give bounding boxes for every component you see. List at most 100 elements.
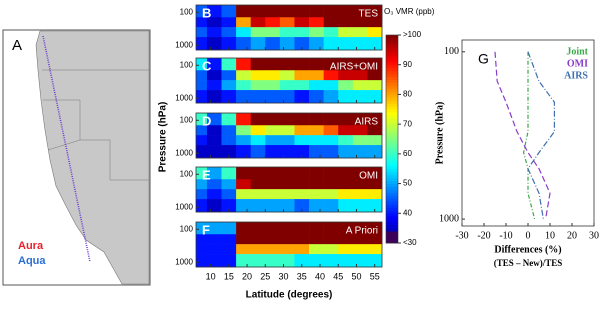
heat-cell xyxy=(279,27,295,38)
colorbar-swatch xyxy=(386,141,398,146)
heat-cell xyxy=(250,90,266,104)
heat-cell xyxy=(323,17,339,28)
heat-cell xyxy=(352,5,368,18)
heat-cell xyxy=(250,17,266,28)
heat-cell xyxy=(250,234,266,245)
heat-cell xyxy=(309,145,324,159)
heat-cell xyxy=(236,254,252,268)
y-tick-label: 1000 xyxy=(439,213,459,224)
heat-cell xyxy=(279,244,295,255)
heat-cell xyxy=(367,80,383,91)
heat-cell xyxy=(236,199,252,213)
heat-cell xyxy=(236,179,252,190)
heat-cell xyxy=(221,189,237,200)
heat-cell xyxy=(294,37,310,51)
colorbar-swatch xyxy=(386,150,398,155)
colorbar-swatch xyxy=(386,147,398,152)
heat-cell xyxy=(236,222,252,235)
heat-cell xyxy=(294,70,310,81)
heat-cell xyxy=(323,135,339,146)
heat-cell xyxy=(221,27,237,38)
colorbar-swatch xyxy=(386,121,398,125)
heat-cell xyxy=(323,113,339,126)
heat-cell xyxy=(250,80,266,91)
y-tick-label: 100 xyxy=(180,7,194,16)
legend-label: OMI xyxy=(567,58,588,69)
heat-cell xyxy=(206,70,222,81)
heat-cell xyxy=(323,27,339,38)
heat-cell xyxy=(221,179,237,190)
series-line xyxy=(522,51,536,220)
colorbar-swatch xyxy=(386,46,398,51)
heat-cell xyxy=(294,135,310,146)
heat-cell xyxy=(294,113,310,126)
heat-cell xyxy=(196,70,208,81)
colorbar-swatch xyxy=(386,97,398,101)
heat-cell xyxy=(323,5,339,18)
heat-cell xyxy=(236,125,252,136)
colorbar-swatch xyxy=(386,112,398,116)
heat-cell xyxy=(236,145,252,159)
heat-cell xyxy=(196,167,208,180)
colorbar-swatch xyxy=(386,61,398,66)
y-tick-label: 1000 xyxy=(175,93,193,102)
heat-cell xyxy=(265,37,281,51)
heat-cell xyxy=(279,58,295,71)
heat-cell xyxy=(279,5,295,18)
heat-cell xyxy=(279,113,295,126)
heat-cell xyxy=(206,5,222,18)
x-tick-label: 30 xyxy=(589,230,599,241)
heat-cell xyxy=(265,125,281,136)
heat-cell xyxy=(265,244,281,255)
heat-cell xyxy=(196,80,208,91)
heat-cell xyxy=(338,167,354,180)
heat-cell xyxy=(309,199,324,213)
heat-cell xyxy=(367,27,383,38)
heat-cell xyxy=(367,222,383,235)
heat-cell xyxy=(206,254,222,268)
heat-cell xyxy=(196,90,208,104)
x-tick-label: 35 xyxy=(297,271,307,281)
colorbar-swatch xyxy=(386,82,398,86)
colorbar-swatch xyxy=(386,171,398,176)
heat-cell xyxy=(206,113,222,126)
heat-cell xyxy=(294,234,310,245)
colorbar-swatch xyxy=(386,127,398,131)
heat-cell xyxy=(352,58,368,71)
x-tick-label: -20 xyxy=(477,230,490,241)
heat-cell xyxy=(250,244,266,255)
heat-cell xyxy=(250,27,266,38)
x-tick-label: 40 xyxy=(315,271,325,281)
map-panel: A Aura Aqua xyxy=(2,29,151,286)
x-tick-label: 0 xyxy=(526,230,531,241)
heat-cell xyxy=(250,222,266,235)
heat-cell xyxy=(309,58,324,71)
colorbar-swatch xyxy=(386,210,398,214)
heat-cell xyxy=(294,17,310,28)
heat-cell xyxy=(265,222,281,235)
heat-cell xyxy=(196,244,208,255)
heat-cell xyxy=(367,37,383,51)
heat-cell xyxy=(206,145,222,159)
heat-cell xyxy=(279,17,295,28)
heat-cell xyxy=(309,17,324,28)
heat-cell xyxy=(250,37,266,51)
colorbar-swatch xyxy=(386,52,398,57)
heat-cell xyxy=(236,80,252,91)
colorbar-tick-label: 70 xyxy=(403,119,412,128)
heat-cell xyxy=(323,167,339,180)
colorbar-tick-label: 80 xyxy=(403,90,412,99)
colorbar-swatch xyxy=(386,139,398,143)
heat-cell xyxy=(250,167,266,180)
heat-cell xyxy=(206,125,222,136)
x-tick-label: 15 xyxy=(224,271,234,281)
colorbar-swatch xyxy=(386,70,398,75)
heat-cell xyxy=(309,135,324,146)
heat-cell xyxy=(352,199,368,213)
y-tick-label: 100 xyxy=(180,60,194,69)
colorbar-tick-label: 50 xyxy=(403,179,412,188)
heat-cell xyxy=(196,113,208,126)
heat-cell xyxy=(323,254,339,268)
heat-cell xyxy=(294,90,310,104)
